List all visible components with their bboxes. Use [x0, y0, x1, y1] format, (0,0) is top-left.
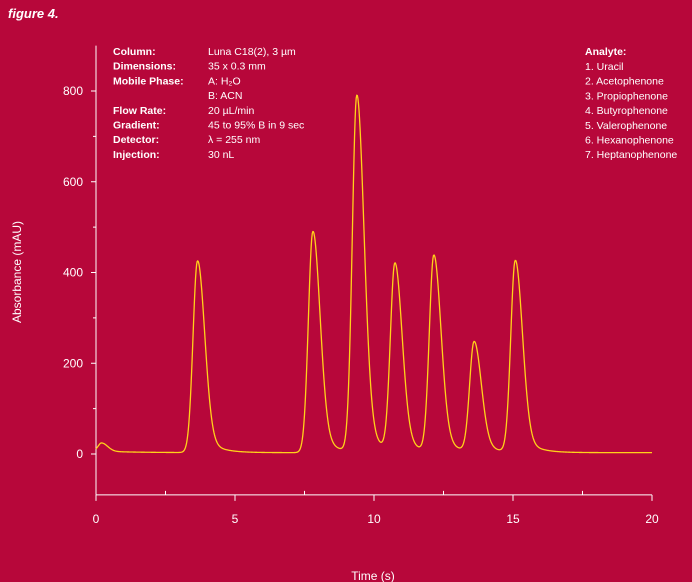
x-axis-label: Time (s): [351, 569, 395, 582]
y-axis-label: Absorbance (mAU): [10, 221, 24, 323]
analyte-title: Analyte:: [585, 46, 626, 58]
analyte-legend: Analyte: 1. Uracil 2. Acetophenone 3. Propi…: [585, 46, 677, 161]
axes: 0 200 400 600 800 0 5 10 15 20: [63, 45, 659, 526]
analyte-item: 4. Butyrophenone: [585, 105, 668, 117]
condition-label: Injection:: [113, 149, 160, 161]
condition-value: 45 to 95% B in 9 sec: [208, 120, 304, 132]
condition-label: Mobile Phase:: [113, 75, 184, 87]
x-tick-label: 15: [506, 512, 520, 526]
chromatogram-trace: [95, 94, 652, 454]
figure-label: figure 4.: [8, 6, 59, 21]
condition-value: A: H₂O: [208, 75, 241, 87]
condition-value: 35 x 0.3 mm: [208, 61, 266, 73]
analyte-item: 5. Valerophenone: [585, 120, 667, 132]
y-tick-label: 400: [63, 266, 83, 280]
analyte-item: 7. Heptanophenone: [585, 149, 677, 161]
y-tick-label: 0: [76, 447, 83, 461]
y-tick-label: 600: [63, 175, 83, 189]
condition-value: B: ACN: [208, 90, 242, 102]
x-tick-label: 20: [645, 512, 659, 526]
y-tick-label: 200: [63, 356, 83, 370]
condition-value: 30 nL: [208, 149, 234, 161]
condition-value: λ = 255 nm: [208, 134, 260, 146]
y-tick-label: 800: [63, 84, 83, 98]
condition-value: 20 µL/min: [208, 105, 254, 117]
condition-label: Flow Rate:: [113, 105, 166, 117]
condition-label: Detector:: [113, 134, 159, 146]
condition-value: Luna C18(2), 3 µm: [208, 46, 296, 58]
x-tick-label: 0: [93, 512, 100, 526]
condition-label: Gradient:: [113, 120, 160, 132]
x-tick-label: 5: [232, 512, 239, 526]
analyte-item: 2. Acetophenone: [585, 76, 664, 88]
analyte-item: 6. Hexanophenone: [585, 135, 674, 147]
conditions-panel: Column: Luna C18(2), 3 µm Dimensions: 35 x …: [113, 46, 304, 161]
condition-label: Column:: [113, 46, 156, 58]
analyte-item: 1. Uracil: [585, 61, 624, 73]
analyte-item: 3. Propiophenone: [585, 90, 668, 102]
condition-label: Dimensions:: [113, 61, 176, 73]
x-tick-label: 10: [367, 512, 381, 526]
